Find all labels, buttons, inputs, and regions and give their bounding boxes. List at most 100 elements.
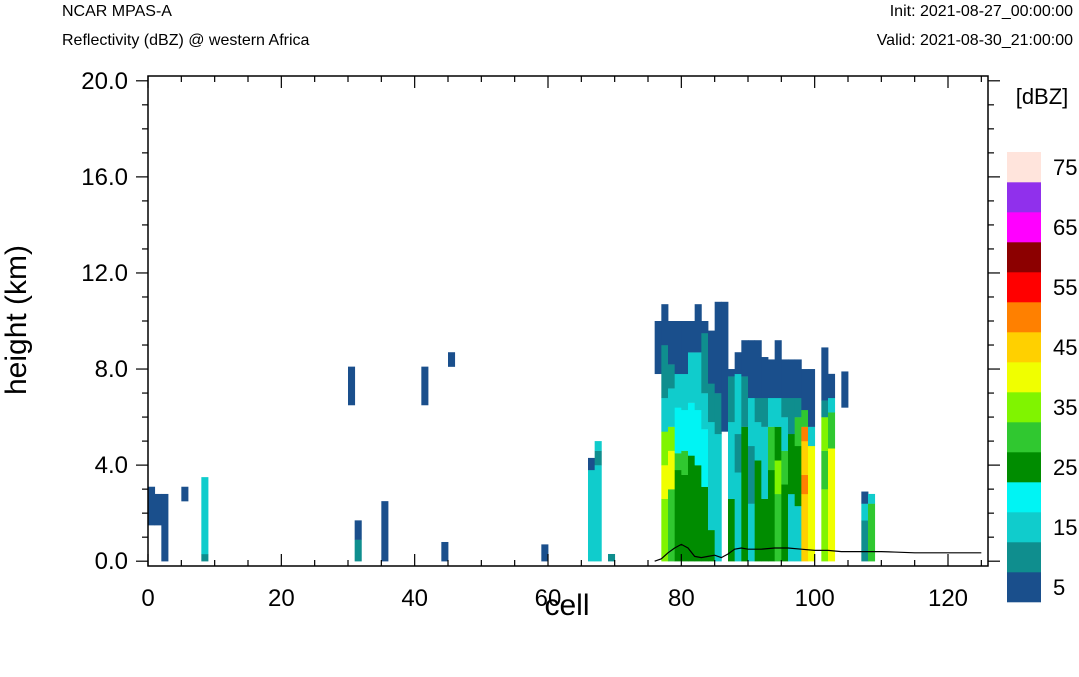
reflectivity-cell — [801, 426, 809, 442]
reflectivity-cell — [808, 445, 816, 562]
reflectivity-cell — [661, 465, 669, 499]
reflectivity-cell — [594, 450, 602, 466]
reflectivity-cell — [868, 503, 876, 562]
reflectivity-cell — [801, 493, 809, 562]
x-axis-label: cell — [544, 589, 589, 622]
reflectivity-cell — [788, 493, 796, 562]
colorbar-swatch — [1007, 212, 1041, 243]
reflectivity-cell — [801, 441, 809, 475]
reflectivity-cell — [701, 333, 709, 394]
y-tick-labels: 0.0 4.0 8.0 12.0 16.0 20.0 — [81, 68, 128, 575]
reflectivity-cell — [688, 321, 696, 353]
reflectivity-cell — [201, 553, 209, 562]
reflectivity-cell — [841, 371, 849, 408]
reflectivity-cell — [734, 373, 742, 435]
reflectivity-cell — [754, 397, 762, 423]
reflectivity-cell — [861, 491, 869, 504]
reflectivity-cell — [821, 489, 829, 562]
reflectivity-cell — [741, 340, 749, 377]
reflectivity-cell — [808, 426, 816, 447]
reflectivity-cell — [708, 330, 716, 384]
colorbar-swatch — [1007, 512, 1041, 543]
colorbar-swatch — [1007, 362, 1041, 393]
reflectivity-cell — [714, 301, 722, 394]
colorbar-swatch — [1007, 482, 1041, 513]
reflectivity-cell — [794, 445, 802, 507]
reflectivity-cell — [694, 352, 702, 411]
reflectivity-cell — [748, 397, 756, 447]
reflectivity-cell — [794, 505, 802, 562]
reflectivity-cell — [541, 544, 549, 562]
reflectivity-cell — [761, 397, 769, 427]
y-tick-label: 16.0 — [81, 164, 128, 191]
reflectivity-cell — [801, 409, 809, 427]
reflectivity-cell — [768, 397, 776, 427]
reflectivity-cell — [161, 493, 169, 562]
reflectivity-cell — [774, 340, 782, 399]
reflectivity-cell — [674, 453, 682, 471]
reflectivity-cell — [668, 426, 676, 451]
y-tick-label: 20.0 — [81, 68, 128, 95]
reflectivity-cell — [708, 421, 716, 531]
header-subtitle: Reflectivity (dBZ) @ western Africa — [62, 32, 310, 49]
reflectivity-cell — [754, 460, 762, 562]
colorbar-label: 35 — [1053, 395, 1077, 420]
colorbar-swatch — [1007, 182, 1041, 213]
colorbar-label: 5 — [1053, 575, 1065, 600]
reflectivity-cell — [661, 345, 669, 399]
colorbar-label: 45 — [1053, 335, 1077, 360]
reflectivity-cell — [781, 450, 789, 485]
reflectivity-cell — [801, 369, 809, 411]
reflectivity-cell — [734, 472, 742, 562]
reflectivity-cell — [661, 304, 669, 346]
reflectivity-cell — [701, 393, 709, 430]
colorbar-title: [dBZ] — [1016, 84, 1069, 109]
y-tick-label: 0.0 — [95, 548, 128, 575]
reflectivity-cell — [354, 520, 362, 540]
x-tick-label: 40 — [401, 585, 428, 612]
reflectivity-cell — [588, 469, 596, 562]
reflectivity-cell — [668, 489, 676, 562]
colorbar-label: 75 — [1053, 155, 1077, 180]
reflectivity-cell — [761, 426, 769, 499]
reflectivity-cell — [788, 397, 796, 435]
reflectivity-cell — [821, 450, 829, 490]
reflectivity-cell — [748, 340, 756, 399]
y-axis-label: height (km) — [0, 245, 33, 395]
reflectivity-cell — [748, 445, 756, 504]
x-tick-label: 20 — [268, 585, 295, 612]
x-tick-label: 60 — [535, 585, 562, 612]
reflectivity-cell — [861, 503, 869, 521]
reflectivity-cell — [768, 469, 776, 562]
reflectivity-cell — [821, 400, 829, 418]
reflectivity-cell — [661, 498, 669, 562]
reflectivity-cell — [674, 321, 682, 375]
reflectivity-cell — [694, 409, 702, 466]
reflectivity-cell — [828, 373, 836, 399]
colorbar-swatch — [1007, 242, 1041, 273]
reflectivity-cell — [701, 486, 709, 562]
reflectivity-cell — [608, 553, 616, 562]
reflectivity-cell — [701, 321, 709, 334]
reflectivity-cell — [674, 373, 682, 408]
header-valid-time: Valid: 2021-08-30_21:00:00 — [877, 32, 1073, 49]
header: NCAR MPAS-A Reflectivity (dBZ) @ western… — [62, 3, 1073, 49]
reflectivity-cell — [348, 366, 356, 406]
reflectivity-cell — [154, 493, 162, 526]
reflectivity-cell — [828, 412, 836, 449]
reflectivity-cell — [148, 486, 156, 526]
reflectivity-cell — [354, 539, 362, 562]
reflectivity-cell — [808, 369, 816, 427]
reflectivity-cell — [594, 465, 602, 562]
reflectivity-cell — [714, 433, 722, 562]
x-tick-labels: 0 20 40 60 80 100 120 — [141, 585, 968, 612]
reflectivity-cell — [381, 501, 389, 562]
colorbar-label: 65 — [1053, 215, 1077, 240]
colorbar-swatch — [1007, 572, 1041, 603]
axis-ticks — [136, 76, 1000, 566]
reflectivity-cell — [868, 493, 876, 504]
colorbar-label: 15 — [1053, 515, 1077, 540]
reflectivity-cell — [681, 321, 689, 375]
reflectivity-cell — [774, 426, 782, 461]
